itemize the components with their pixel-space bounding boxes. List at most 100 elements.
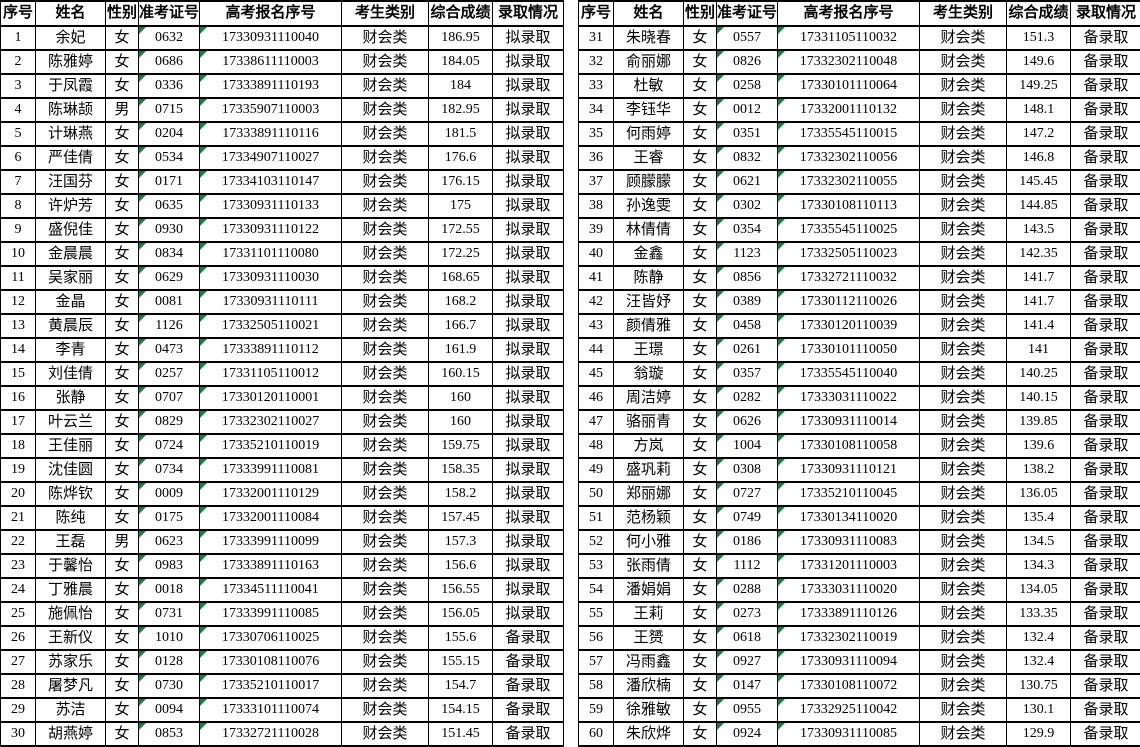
cell-status[interactable]: 备录取: [1071, 530, 1140, 554]
cell-name[interactable]: 丁雅晨: [36, 578, 106, 602]
cell-status[interactable]: 拟录取: [493, 218, 564, 242]
cell-registration-no[interactable]: 17332302110055: [778, 170, 920, 194]
cell-name[interactable]: 孙逸雯: [614, 194, 684, 218]
cell-index[interactable]: 25: [1, 602, 36, 626]
cell-name[interactable]: 于馨怡: [36, 554, 106, 578]
cell-status[interactable]: 备录取: [1071, 362, 1140, 386]
cell-score[interactable]: 176.6: [429, 146, 493, 170]
cell-registration-no[interactable]: 17331201110003: [778, 554, 920, 578]
cell-gender[interactable]: 女: [106, 122, 139, 146]
cell-category[interactable]: 财会类: [920, 602, 1007, 626]
cell-index[interactable]: 56: [579, 626, 614, 650]
cell-category[interactable]: 财会类: [920, 290, 1007, 314]
cell-index[interactable]: 11: [1, 266, 36, 290]
cell-registration-no[interactable]: 17333031110020: [778, 578, 920, 602]
cell-category[interactable]: 财会类: [342, 458, 429, 482]
cell-name[interactable]: 施佩怡: [36, 602, 106, 626]
cell-registration-no[interactable]: 17330108110072: [778, 674, 920, 698]
cell-status[interactable]: 拟录取: [493, 482, 564, 506]
cell-ticket-no[interactable]: 0629: [139, 266, 200, 290]
cell-registration-no[interactable]: 17330120110001: [200, 386, 342, 410]
cell-registration-no[interactable]: 17335907110003: [200, 98, 342, 122]
cell-registration-no[interactable]: 17335210110045: [778, 482, 920, 506]
col-header-score[interactable]: 综合成绩: [429, 1, 493, 26]
cell-score[interactable]: 155.6: [429, 626, 493, 650]
cell-index[interactable]: 23: [1, 554, 36, 578]
cell-score[interactable]: 134.3: [1007, 554, 1071, 578]
cell-ticket-no[interactable]: 0147: [717, 674, 778, 698]
cell-score[interactable]: 140.25: [1007, 362, 1071, 386]
cell-category[interactable]: 财会类: [920, 170, 1007, 194]
cell-name[interactable]: 顾朦朦: [614, 170, 684, 194]
cell-score[interactable]: 149.25: [1007, 74, 1071, 98]
cell-status[interactable]: 拟录取: [493, 578, 564, 602]
cell-ticket-no[interactable]: 0856: [717, 266, 778, 290]
cell-score[interactable]: 151.3: [1007, 26, 1071, 50]
cell-category[interactable]: 财会类: [920, 554, 1007, 578]
cell-status[interactable]: 备录取: [1071, 410, 1140, 434]
cell-gender[interactable]: 女: [684, 218, 717, 242]
cell-score[interactable]: 133.35: [1007, 602, 1071, 626]
cell-index[interactable]: 21: [1, 506, 36, 530]
cell-ticket-no[interactable]: 0834: [139, 242, 200, 266]
cell-ticket-no[interactable]: 0734: [139, 458, 200, 482]
cell-index[interactable]: 50: [579, 482, 614, 506]
cell-ticket-no[interactable]: 0955: [717, 698, 778, 722]
cell-ticket-no[interactable]: 0473: [139, 338, 200, 362]
cell-gender[interactable]: 女: [684, 386, 717, 410]
cell-gender[interactable]: 女: [684, 338, 717, 362]
cell-registration-no[interactable]: 17330706110025: [200, 626, 342, 650]
cell-gender[interactable]: 女: [684, 362, 717, 386]
cell-index[interactable]: 48: [579, 434, 614, 458]
cell-category[interactable]: 财会类: [342, 626, 429, 650]
cell-ticket-no[interactable]: 0171: [139, 170, 200, 194]
cell-registration-no[interactable]: 17333891110163: [200, 554, 342, 578]
cell-registration-no[interactable]: 17332001110132: [778, 98, 920, 122]
cell-gender[interactable]: 女: [684, 626, 717, 650]
cell-index[interactable]: 18: [1, 434, 36, 458]
cell-index[interactable]: 26: [1, 626, 36, 650]
cell-score[interactable]: 151.45: [429, 722, 493, 746]
cell-category[interactable]: 财会类: [920, 578, 1007, 602]
cell-status[interactable]: 备录取: [493, 674, 564, 698]
cell-ticket-no[interactable]: 0707: [139, 386, 200, 410]
cell-score[interactable]: 168.65: [429, 266, 493, 290]
cell-index[interactable]: 57: [579, 650, 614, 674]
cell-score[interactable]: 160.15: [429, 362, 493, 386]
cell-gender[interactable]: 女: [106, 74, 139, 98]
cell-ticket-no[interactable]: 0826: [717, 50, 778, 74]
cell-index[interactable]: 53: [579, 554, 614, 578]
cell-score[interactable]: 158.2: [429, 482, 493, 506]
cell-status[interactable]: 备录取: [493, 650, 564, 674]
cell-status[interactable]: 备录取: [1071, 146, 1140, 170]
cell-status[interactable]: 备录取: [1071, 626, 1140, 650]
cell-category[interactable]: 财会类: [920, 338, 1007, 362]
cell-name[interactable]: 屠梦凡: [36, 674, 106, 698]
cell-name[interactable]: 林倩倩: [614, 218, 684, 242]
cell-name[interactable]: 郑丽娜: [614, 482, 684, 506]
cell-score[interactable]: 157.3: [429, 530, 493, 554]
cell-registration-no[interactable]: 17330931110133: [200, 194, 342, 218]
cell-score[interactable]: 138.2: [1007, 458, 1071, 482]
cell-gender[interactable]: 女: [106, 266, 139, 290]
cell-index[interactable]: 37: [579, 170, 614, 194]
cell-registration-no[interactable]: 17330931110085: [778, 722, 920, 746]
cell-gender[interactable]: 女: [106, 26, 139, 50]
cell-name[interactable]: 陈纯: [36, 506, 106, 530]
cell-ticket-no[interactable]: 1004: [717, 434, 778, 458]
cell-category[interactable]: 财会类: [342, 98, 429, 122]
cell-ticket-no[interactable]: 0534: [139, 146, 200, 170]
cell-registration-no[interactable]: 17330112110026: [778, 290, 920, 314]
cell-score[interactable]: 145.45: [1007, 170, 1071, 194]
cell-ticket-no[interactable]: 0829: [139, 410, 200, 434]
cell-gender[interactable]: 女: [684, 554, 717, 578]
cell-index[interactable]: 17: [1, 410, 36, 434]
cell-status[interactable]: 拟录取: [493, 170, 564, 194]
cell-name[interactable]: 张静: [36, 386, 106, 410]
cell-ticket-no[interactable]: 0618: [717, 626, 778, 650]
cell-category[interactable]: 财会类: [342, 506, 429, 530]
cell-status[interactable]: 备录取: [1071, 458, 1140, 482]
cell-name[interactable]: 骆丽青: [614, 410, 684, 434]
cell-registration-no[interactable]: 17333891110112: [200, 338, 342, 362]
col-header-registration-no[interactable]: 高考报名序号: [778, 1, 920, 26]
